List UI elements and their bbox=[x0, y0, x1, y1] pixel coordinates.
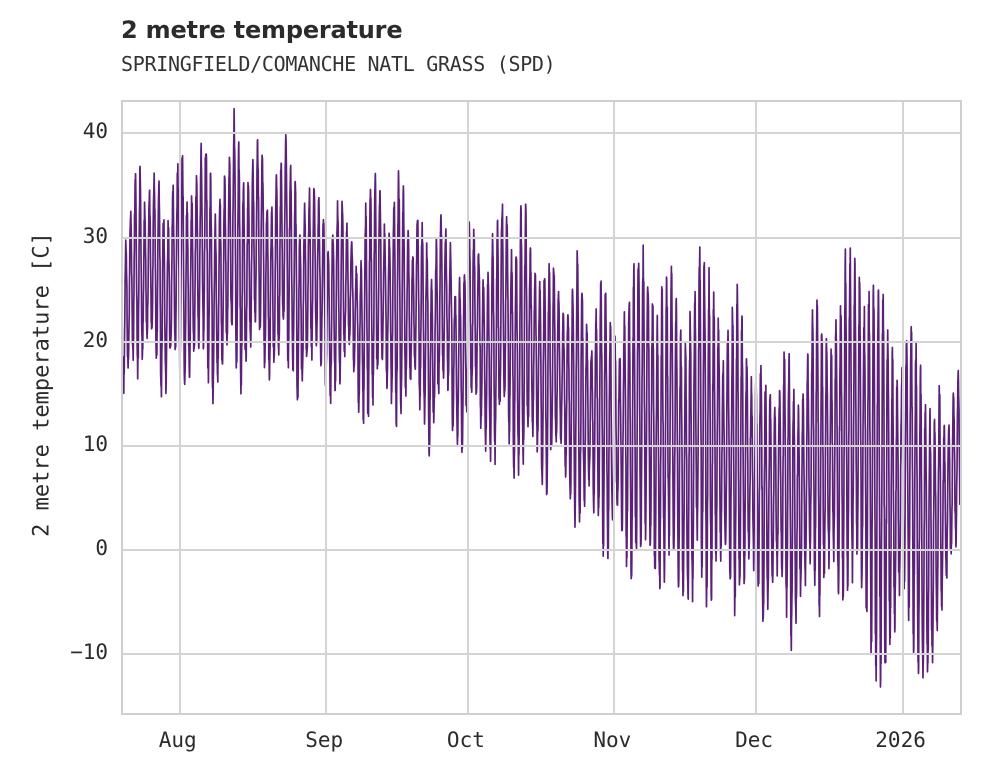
page-title: 2 metre temperature bbox=[121, 16, 403, 44]
gridline-vertical bbox=[466, 102, 469, 713]
y-tick-label: 10 bbox=[82, 431, 108, 456]
x-tick-label: 2026 bbox=[875, 728, 926, 752]
series-line bbox=[123, 107, 960, 688]
chart-subtitle: SPRINGFIELD/COMANCHE NATL GRASS (SPD) bbox=[121, 52, 556, 76]
y-tick-label: 30 bbox=[82, 223, 108, 248]
gridline-horizontal bbox=[123, 236, 960, 239]
x-tick-label: Oct bbox=[446, 728, 485, 752]
x-tick-label: Nov bbox=[593, 728, 632, 752]
x-tick-label: Sep bbox=[305, 728, 344, 752]
temperature-series bbox=[123, 107, 960, 688]
y-tick-label: 0 bbox=[95, 536, 108, 561]
gridline-vertical bbox=[325, 102, 328, 713]
gridline-horizontal bbox=[123, 653, 960, 656]
y-tick-label: 20 bbox=[82, 327, 108, 352]
x-tick-label: Dec bbox=[735, 728, 774, 752]
gridline-horizontal bbox=[123, 340, 960, 343]
y-tick-label: −10 bbox=[70, 640, 108, 665]
x-tick-label: Aug bbox=[158, 728, 197, 752]
x-axis-ticks: Aug Sep Oct Nov Dec 2026 bbox=[121, 728, 962, 768]
gridline-horizontal bbox=[123, 132, 960, 135]
gridline-vertical bbox=[613, 102, 616, 713]
plot-area bbox=[121, 100, 962, 715]
y-tick-label: 40 bbox=[82, 119, 108, 144]
gridline-vertical bbox=[178, 102, 181, 713]
gridline-vertical bbox=[901, 102, 904, 713]
gridline-horizontal bbox=[123, 444, 960, 447]
gridline-horizontal bbox=[123, 549, 960, 552]
gridline-vertical bbox=[755, 102, 758, 713]
y-axis-ticks: −10 0 10 20 30 40 bbox=[0, 100, 108, 715]
